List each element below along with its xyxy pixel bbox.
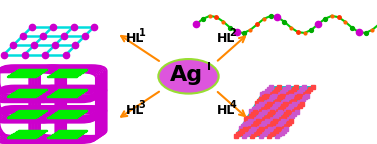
Text: 3: 3 xyxy=(139,100,146,110)
Text: 1: 1 xyxy=(139,28,146,38)
Text: 2: 2 xyxy=(229,28,236,38)
Text: HL: HL xyxy=(126,32,145,45)
Text: 4: 4 xyxy=(229,100,236,110)
Text: HL: HL xyxy=(126,104,145,117)
Text: HL: HL xyxy=(217,32,235,45)
Text: Ag: Ag xyxy=(170,65,203,85)
Ellipse shape xyxy=(158,59,219,94)
Text: HL: HL xyxy=(217,104,235,117)
Text: I: I xyxy=(207,62,211,72)
